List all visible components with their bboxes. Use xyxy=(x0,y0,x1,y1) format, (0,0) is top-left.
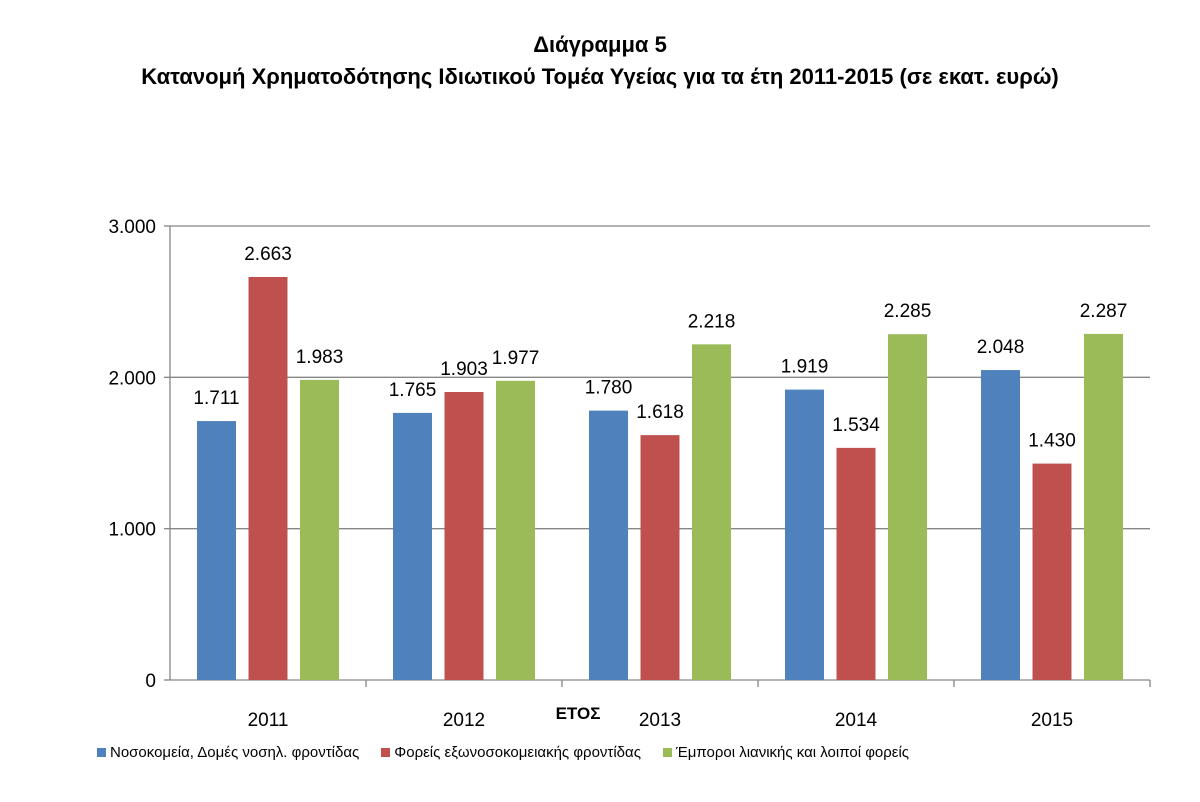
legend-item-hospitals: Νοσοκομεία, Δομές νοσηλ. φροντίδας xyxy=(97,744,359,761)
bar-2013-3 xyxy=(692,344,731,680)
bar-2011-2 xyxy=(248,276,288,680)
data-label: 1.534 xyxy=(832,415,880,436)
legend-swatch xyxy=(97,748,106,757)
bar-2015-3 xyxy=(1084,333,1123,680)
x-tick-label: 2013 xyxy=(639,710,681,731)
data-label: 2.218 xyxy=(688,311,736,332)
data-label: 1.983 xyxy=(296,347,344,368)
data-label: 1.780 xyxy=(585,378,633,399)
bar-2011-3 xyxy=(300,379,339,680)
y-tick-label: 2.000 xyxy=(108,368,156,389)
bar-2012-3 xyxy=(496,380,535,680)
legend-swatch xyxy=(381,748,391,757)
legend-item-outpatient: Φορείς εξωνοσοκομειακής φροντίδας xyxy=(381,744,641,761)
x-tick-label: 2011 xyxy=(248,710,289,731)
data-label: 1.977 xyxy=(492,348,540,369)
bar-2015-1 xyxy=(981,370,1020,680)
y-tick-label: 3.000 xyxy=(108,217,156,238)
data-label: 1.430 xyxy=(1028,431,1076,452)
bar-2012-1 xyxy=(393,412,432,680)
legend-label: Νοσοκομεία, Δομές νοσηλ. φροντίδας xyxy=(110,744,360,761)
chart-subtitle: Κατανομή Χρηματοδότησης Ιδιωτικού Τομέα … xyxy=(141,64,1059,89)
legend-item-retail: Έμποροι λιανικής και λοιποί φορείς xyxy=(662,744,910,761)
legend-label: Έμποροι λιανικής και λοιποί φορείς xyxy=(675,744,910,761)
legend-swatch xyxy=(662,748,672,757)
x-tick-label: 2014 xyxy=(835,710,878,731)
legend-label: Φορείς εξωνοσοκομειακής φροντίδας xyxy=(394,744,641,761)
bar-2015-2 xyxy=(1032,463,1072,680)
x-tick-label: 2012 xyxy=(443,710,485,731)
bar-2013-2 xyxy=(640,435,680,680)
bar-2014-3 xyxy=(888,334,927,680)
bar-2012-2 xyxy=(444,392,484,680)
bar-2014-1 xyxy=(785,389,824,680)
x-tick-label: 2015 xyxy=(1031,710,1073,731)
data-label: 1.711 xyxy=(193,388,239,409)
legend: Νοσοκομεία, Δομές νοσηλ. φροντίδας Φορεί… xyxy=(97,744,909,761)
data-label: 2.048 xyxy=(977,337,1025,358)
data-label: 1.618 xyxy=(636,402,684,423)
data-label: 2.285 xyxy=(884,301,932,322)
y-tick-label: 1.000 xyxy=(108,520,156,541)
data-label: 1.903 xyxy=(440,359,488,380)
data-label: 2.287 xyxy=(1080,301,1128,322)
data-label: 1.919 xyxy=(781,357,829,378)
chart-title: Διάγραμμα 5 xyxy=(533,32,667,57)
x-axis-title: ΕΤΟΣ xyxy=(556,704,601,723)
y-tick-label: 0 xyxy=(145,671,156,692)
bar-2013-1 xyxy=(589,410,628,680)
bar-2011-1 xyxy=(197,421,236,680)
data-label: 1.765 xyxy=(389,380,437,401)
bar-2014-2 xyxy=(836,447,876,680)
data-label: 2.663 xyxy=(244,244,292,265)
